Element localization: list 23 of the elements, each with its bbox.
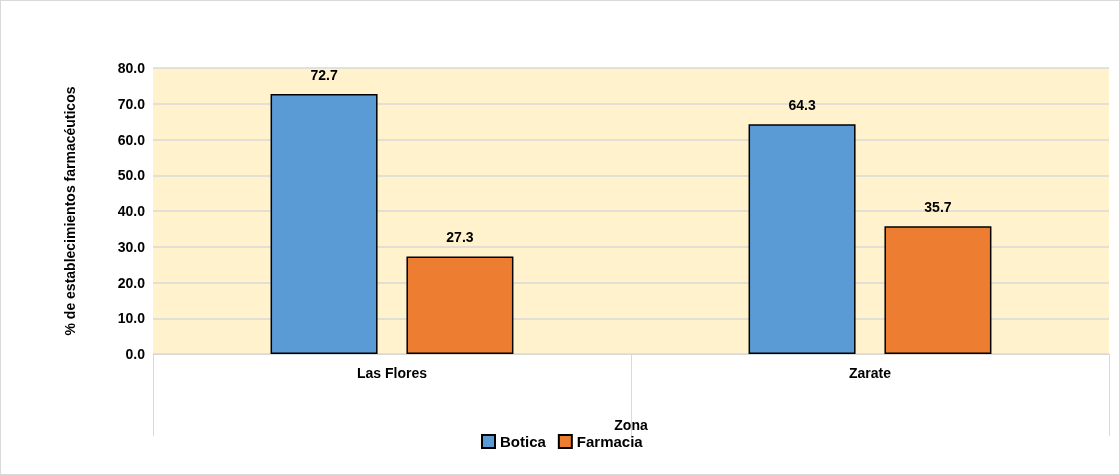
y-tick-label: 70.0 bbox=[117, 95, 146, 112]
bar bbox=[270, 94, 378, 354]
x-tick-label: Las Flores bbox=[356, 365, 428, 381]
legend-label: Farmacia bbox=[576, 433, 644, 450]
y-tick-label: 40.0 bbox=[117, 203, 146, 219]
data-label: 27.3 bbox=[446, 229, 474, 246]
bar bbox=[406, 256, 514, 354]
y-tick-label: 20.0 bbox=[117, 274, 146, 291]
y-tick-label: 80.0 bbox=[117, 60, 146, 76]
data-label: 35.7 bbox=[924, 199, 952, 216]
y-tick-label: 60.0 bbox=[117, 131, 146, 148]
y-tick-label: 30.0 bbox=[117, 238, 146, 255]
y-axis-title: % de establecimientos farmacéuticos bbox=[62, 86, 78, 336]
x-tick-label: Zarate bbox=[848, 365, 892, 381]
legend-label: Botica bbox=[500, 433, 547, 450]
x-axis-title: Zona bbox=[614, 417, 648, 433]
y-tick-label: 50.0 bbox=[117, 167, 146, 184]
bar bbox=[884, 226, 992, 354]
y-tick-label: 10.0 bbox=[117, 310, 146, 327]
data-label: 64.3 bbox=[788, 97, 816, 114]
y-tick-label: 0.0 bbox=[125, 346, 146, 362]
data-label: 72.7 bbox=[310, 67, 338, 84]
bar bbox=[748, 124, 856, 354]
